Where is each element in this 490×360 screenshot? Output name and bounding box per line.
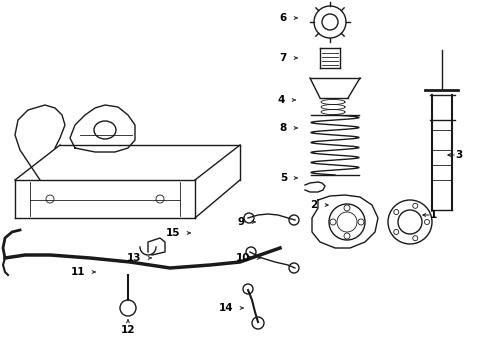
Text: 13: 13 [126, 253, 141, 263]
Text: 14: 14 [219, 303, 233, 313]
Text: 8: 8 [280, 123, 287, 133]
Text: 3: 3 [455, 150, 462, 160]
Text: 11: 11 [71, 267, 85, 277]
Text: 1: 1 [430, 210, 437, 220]
Text: 7: 7 [280, 53, 287, 63]
Text: 9: 9 [238, 217, 245, 227]
Text: 10: 10 [236, 253, 250, 263]
Text: 5: 5 [280, 173, 287, 183]
Text: 12: 12 [121, 325, 135, 335]
Text: 4: 4 [278, 95, 285, 105]
Text: 2: 2 [310, 200, 317, 210]
Text: 15: 15 [166, 228, 180, 238]
Text: 6: 6 [280, 13, 287, 23]
